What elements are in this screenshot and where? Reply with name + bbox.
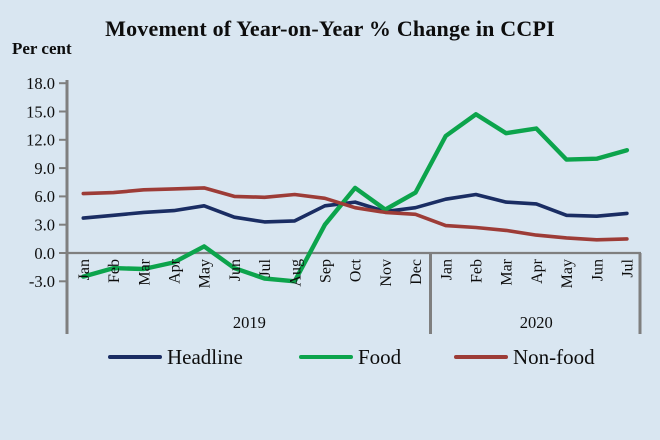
y-axis-label: Per cent xyxy=(12,39,72,58)
month-label: Jun xyxy=(227,259,244,281)
y-tick-group: 18.0 15.0 12.0 9.0 6.0 3.0 0.0 -3.0 xyxy=(26,74,67,291)
month-label: Mar xyxy=(136,258,153,285)
y-tick-label: 12.0 xyxy=(26,131,55,150)
month-label: Jul xyxy=(257,258,274,277)
month-label: Oct xyxy=(348,258,365,282)
month-label: Apr xyxy=(529,258,546,284)
series-line-food xyxy=(81,112,630,284)
series-line-headline xyxy=(81,192,629,224)
y-tick-label: 6.0 xyxy=(34,187,55,206)
month-label: Jan xyxy=(76,259,93,280)
month-label: Feb xyxy=(469,259,486,283)
legend-item-nonfood: Non-food xyxy=(454,342,595,372)
month-label: Jan xyxy=(438,259,455,280)
series-line-group xyxy=(81,112,630,284)
legend-label-nonfood: Non-food xyxy=(513,344,595,369)
legend: Headline Food Non-food xyxy=(0,342,660,372)
month-label: Aug xyxy=(287,259,304,287)
y-tick-label: 3.0 xyxy=(34,215,55,234)
month-label-group: Jan Feb Mar Apr May Jun Jul Aug Sep Oct Nov Dec Jan F… xyxy=(76,258,637,288)
y-tick-label: 0.0 xyxy=(34,244,55,263)
month-label: Apr xyxy=(167,258,184,284)
month-label: May xyxy=(559,259,576,288)
y-tick-label: 9.0 xyxy=(34,159,55,178)
year-label: 2019 xyxy=(233,313,266,332)
series-line-non-food xyxy=(81,186,629,242)
month-label: Nov xyxy=(378,259,395,287)
month-label: May xyxy=(197,259,214,288)
year-label-group: 2019 2020 xyxy=(233,313,553,332)
chart-title: Movement of Year-on-Year % Change in CCP… xyxy=(105,16,555,41)
month-label: Sep xyxy=(318,259,335,283)
year-label: 2020 xyxy=(520,313,553,332)
legend-item-headline: Headline xyxy=(108,342,243,372)
month-label: Jun xyxy=(589,259,606,281)
food-line-swatch xyxy=(299,355,353,359)
legend-item-food: Food xyxy=(299,342,401,372)
month-label: Dec xyxy=(408,259,425,285)
month-label: Feb xyxy=(106,259,123,283)
y-tick-label: -3.0 xyxy=(29,272,55,291)
month-label: Jul xyxy=(620,258,637,277)
legend-label-headline: Headline xyxy=(167,344,243,369)
month-label: Mar xyxy=(499,258,516,285)
y-tick-label: 15.0 xyxy=(26,102,55,121)
nonfood-line-swatch xyxy=(454,355,508,359)
headline-line-swatch xyxy=(108,355,162,359)
legend-label-food: Food xyxy=(358,344,402,369)
y-tick-label: 18.0 xyxy=(26,74,55,93)
